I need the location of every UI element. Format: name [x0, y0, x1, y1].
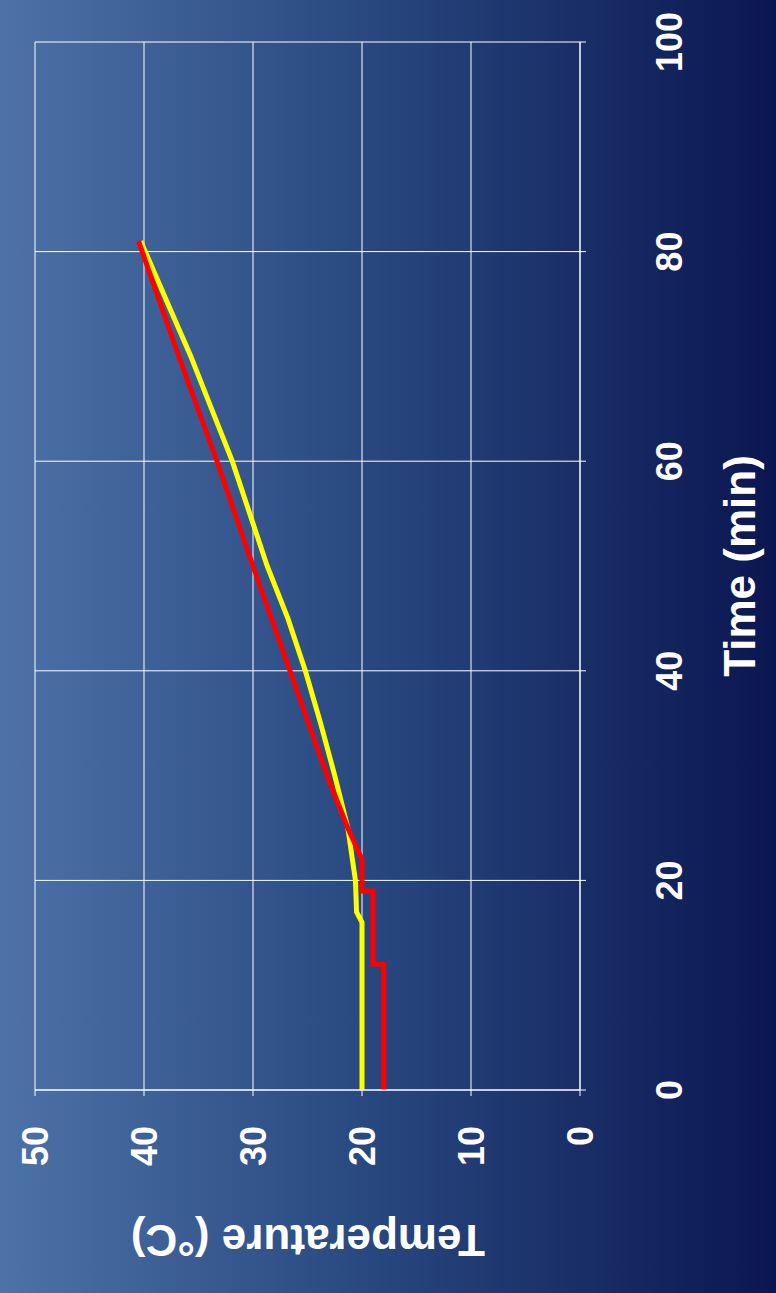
svg-text:0: 0: [560, 1126, 601, 1146]
svg-text:20: 20: [649, 860, 690, 900]
svg-text:60: 60: [649, 441, 690, 481]
svg-text:40: 40: [649, 651, 690, 691]
html-text:Temperature (°C): Temperature (°C): [130, 1216, 485, 1265]
svg-text:0: 0: [649, 1080, 690, 1100]
svg-text:30: 30: [233, 1126, 274, 1166]
svg-text:40: 40: [124, 1126, 165, 1166]
html-text:Time (min): Time (min): [715, 455, 764, 677]
svg-text:10: 10: [451, 1126, 492, 1166]
svg-text:50: 50: [15, 1126, 56, 1166]
svg-text:20: 20: [342, 1126, 383, 1166]
svg-text:100: 100: [649, 12, 690, 72]
svg-text:80: 80: [649, 232, 690, 272]
